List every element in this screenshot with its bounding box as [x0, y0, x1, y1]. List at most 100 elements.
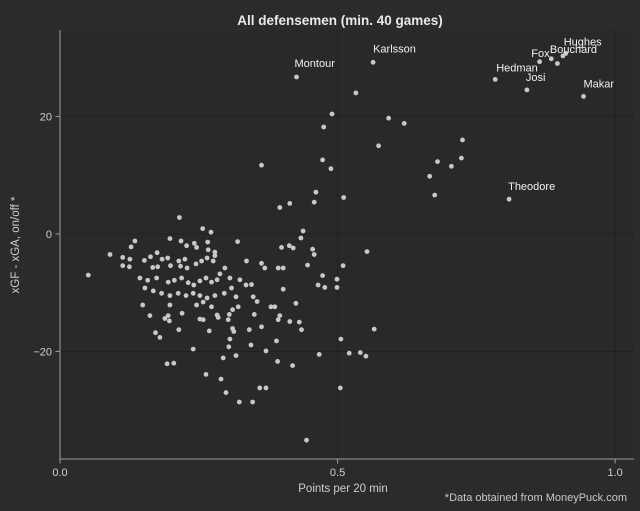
data-point [179, 310, 185, 316]
data-point [226, 312, 232, 317]
data-point [179, 275, 185, 281]
data-point [299, 327, 304, 333]
data-point [244, 258, 249, 264]
data-point [210, 258, 216, 264]
data-point [275, 359, 280, 364]
data-point [157, 335, 163, 340]
data-point [142, 285, 148, 291]
data-point [218, 376, 224, 382]
data-point-montour [294, 74, 299, 80]
data-point [311, 199, 317, 205]
data-point [338, 336, 344, 342]
data-point [190, 290, 196, 296]
y-tick-label: 20 [40, 111, 52, 123]
data-point [230, 307, 236, 313]
data-point [214, 277, 220, 283]
data-point [227, 336, 233, 342]
data-point [154, 250, 160, 256]
point-label-bouchard: Bouchard [550, 44, 597, 56]
data-point [279, 245, 284, 250]
data-point [200, 317, 206, 323]
data-point [172, 277, 177, 283]
data-point [427, 173, 433, 179]
data-point [298, 235, 304, 241]
data-point [235, 239, 241, 245]
data-point [205, 239, 211, 245]
data-point [435, 159, 440, 165]
data-point [250, 294, 256, 300]
data-point [167, 318, 172, 324]
data-point [449, 163, 454, 169]
data-point [223, 390, 229, 395]
data-point [176, 258, 182, 264]
data-point [286, 243, 292, 249]
data-point [167, 302, 173, 308]
data-point [184, 265, 190, 271]
data-point [120, 263, 126, 269]
data-point [183, 293, 189, 298]
data-point [159, 256, 165, 262]
y-tick-label: 0 [46, 229, 52, 241]
data-point [145, 277, 151, 283]
data-point [259, 260, 264, 266]
point-label-hughes: Hughes [564, 37, 602, 49]
data-point [165, 255, 171, 261]
data-point [197, 278, 203, 284]
data-point [215, 315, 221, 320]
data-point [209, 279, 214, 285]
data-point [316, 352, 322, 357]
data-point [140, 302, 146, 308]
data-point [190, 346, 196, 352]
data-point [167, 293, 173, 298]
data-point [212, 249, 218, 255]
data-point [401, 121, 407, 126]
data-point [233, 294, 239, 300]
data-point [363, 353, 369, 359]
data-point [137, 275, 143, 281]
data-points [85, 51, 586, 443]
x-tick-label: 0.0 [52, 467, 67, 479]
point-label-hedman: Hedman [496, 62, 538, 74]
data-point [148, 254, 153, 260]
data-point [322, 285, 328, 290]
data-point [262, 265, 268, 271]
data-point [178, 263, 183, 269]
data-point [248, 342, 254, 348]
data-point [315, 282, 321, 288]
data-point [194, 302, 200, 308]
data-point [217, 271, 223, 277]
point-label-makar: Makar [584, 78, 615, 90]
data-point [250, 399, 256, 405]
data-point [287, 319, 293, 324]
data-point [320, 157, 325, 163]
data-point [340, 263, 346, 269]
data-point [107, 252, 113, 257]
data-point [277, 313, 283, 318]
point-label-karlsson: Karlsson [373, 43, 416, 55]
data-point [334, 276, 340, 282]
data-point-josi [524, 87, 530, 93]
data-point [432, 192, 438, 198]
data-point [120, 255, 126, 260]
data-point [221, 290, 227, 296]
data-point [537, 59, 542, 65]
data-point [225, 317, 231, 323]
data-point [257, 385, 263, 391]
data-point [142, 258, 147, 263]
data-point [197, 293, 203, 298]
data-point [243, 282, 249, 288]
data-point [364, 249, 370, 255]
point-label-theodore: Theodore [508, 181, 555, 193]
data-point [147, 313, 153, 318]
data-point [150, 265, 156, 270]
data-point [191, 240, 197, 246]
data-point [290, 245, 296, 251]
data-point [204, 255, 210, 261]
plot-panel [60, 30, 634, 459]
data-point [85, 272, 91, 278]
data-point [296, 319, 302, 325]
gridlines [60, 30, 634, 459]
data-point [311, 252, 317, 257]
point-label-fox: Fox [531, 48, 550, 60]
